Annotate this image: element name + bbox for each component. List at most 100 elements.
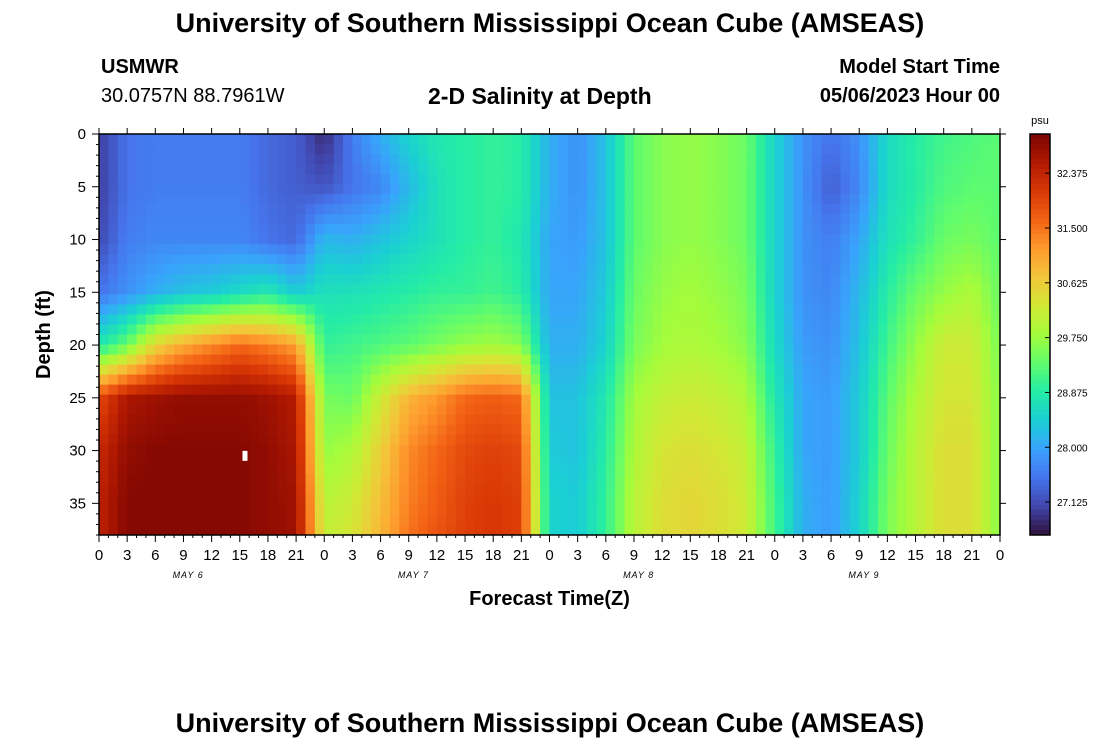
heatmap-cell (605, 174, 616, 185)
heatmap-cell (211, 394, 222, 406)
heatmap-cell (558, 184, 569, 195)
heatmap-cell (371, 204, 381, 215)
heatmap-cell (155, 524, 166, 536)
heatmap-cell (352, 394, 363, 406)
heatmap-cell (230, 504, 241, 516)
heatmap-cell (164, 384, 175, 396)
x-tick-label: 0 (545, 547, 553, 564)
heatmap-cell (943, 324, 954, 335)
heatmap-cell (540, 254, 550, 265)
heatmap-cell (277, 354, 288, 365)
heatmap-cell (587, 464, 597, 476)
heatmap-cell (380, 524, 391, 536)
heatmap-cell (221, 374, 231, 386)
heatmap-cell (455, 394, 466, 406)
heatmap-cell (831, 404, 841, 416)
heatmap-cell (455, 474, 466, 486)
colorbar-swatch (1030, 224, 1050, 230)
heatmap-cell (296, 334, 306, 345)
heatmap-cell (239, 234, 250, 245)
heatmap-cell (699, 184, 710, 195)
heatmap-cell (230, 184, 241, 195)
heatmap-cell (267, 404, 278, 416)
heatmap-cell (333, 144, 344, 155)
x-tick-label: 12 (879, 547, 896, 564)
heatmap-cell (267, 164, 278, 175)
heatmap-cell (521, 314, 532, 325)
heatmap-cell (277, 494, 288, 506)
heatmap-cell (615, 314, 625, 325)
heatmap-cell (436, 284, 447, 295)
heatmap-cell (615, 254, 625, 265)
heatmap-cell (108, 424, 119, 436)
heatmap-cell (981, 474, 992, 486)
heatmap-cell (427, 434, 438, 446)
heatmap-cell (333, 204, 344, 215)
heatmap-cell (183, 174, 194, 185)
heatmap-cell (108, 274, 119, 285)
heatmap-cell (624, 384, 635, 396)
heatmap-cell (915, 364, 926, 375)
heatmap-cell (699, 204, 710, 215)
heatmap-cell (258, 504, 269, 516)
heatmap-cell (174, 174, 184, 185)
heatmap-cell (746, 514, 757, 526)
heatmap-cell (868, 214, 879, 225)
heatmap-cell (709, 354, 719, 365)
heatmap-cell (962, 154, 973, 165)
heatmap-cell (164, 514, 175, 526)
heatmap-cell (587, 384, 597, 396)
heatmap-cell (399, 134, 410, 145)
heatmap-cell (465, 234, 475, 245)
heatmap-cell (990, 464, 1001, 476)
heatmap-cell (127, 464, 137, 476)
heatmap-cell (267, 294, 278, 305)
heatmap-cell (305, 294, 316, 305)
heatmap-cell (314, 434, 325, 446)
heatmap-cell (418, 324, 428, 335)
heatmap-cell (577, 424, 588, 436)
heatmap-cell (887, 384, 898, 396)
heatmap-cell (267, 254, 278, 265)
heatmap-cell (446, 214, 457, 225)
heatmap-cell (596, 504, 607, 516)
heatmap-cell (108, 154, 119, 165)
heatmap-cell (953, 484, 963, 496)
heatmap-cell (389, 214, 400, 225)
heatmap-cell (587, 144, 597, 155)
heatmap-cell (314, 504, 325, 516)
heatmap-cell (652, 384, 663, 396)
heatmap-cell (174, 164, 184, 175)
heatmap-cell (709, 324, 719, 335)
heatmap-cell (399, 414, 410, 426)
heatmap-cell (99, 284, 109, 295)
heatmap-cell (737, 384, 747, 396)
heatmap-cell (436, 274, 447, 285)
heatmap-cell (493, 304, 503, 315)
heatmap-cell (568, 364, 579, 375)
heatmap-cell (812, 494, 823, 506)
heatmap-cell (718, 324, 729, 335)
heatmap-cell (859, 334, 870, 345)
heatmap-cell (474, 514, 485, 526)
heatmap-cell (277, 444, 288, 456)
heatmap-cell (258, 484, 269, 496)
heatmap-cell (690, 414, 701, 426)
heatmap-cell (699, 254, 710, 265)
heatmap-cell (202, 364, 213, 375)
heatmap-cell (136, 334, 147, 345)
heatmap-cell (802, 344, 813, 355)
heatmap-cell (709, 174, 719, 185)
heatmap-cell (652, 474, 663, 486)
heatmap-cell (737, 434, 747, 446)
heatmap-cell (962, 414, 973, 426)
heatmap-cell (662, 274, 672, 285)
heatmap-cell (896, 354, 907, 365)
heatmap-cell (211, 454, 222, 466)
heatmap-cell (671, 364, 682, 375)
heatmap-cell (99, 514, 109, 526)
heatmap-cell (840, 494, 851, 506)
heatmap-cell (962, 254, 973, 265)
heatmap-cell (549, 364, 560, 375)
heatmap-cell (221, 464, 231, 476)
